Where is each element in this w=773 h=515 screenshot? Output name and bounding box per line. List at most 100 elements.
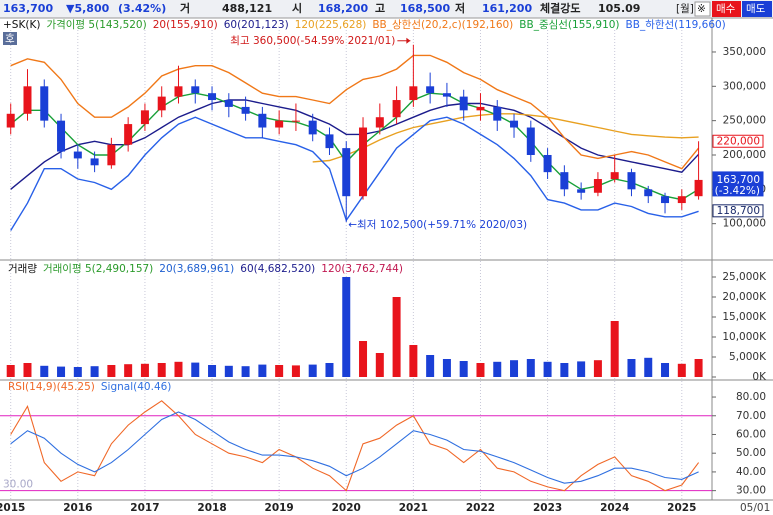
candle-body xyxy=(392,100,401,118)
volume-bar xyxy=(543,361,552,377)
candle-body xyxy=(57,120,66,152)
x-tick-label: 2024 xyxy=(600,502,629,514)
price-tag xyxy=(712,204,764,218)
candle-body xyxy=(258,113,267,128)
candle-body xyxy=(73,151,82,159)
candle-body xyxy=(23,86,32,114)
indicator-line xyxy=(10,54,700,170)
y-tick-label: 25,000K xyxy=(722,271,767,283)
volume-bar xyxy=(258,364,267,377)
y-tick-label: 50.00 xyxy=(736,447,766,459)
indicator-line xyxy=(10,400,700,492)
candle-body xyxy=(560,172,569,190)
candle-body xyxy=(694,179,703,197)
candle-body xyxy=(442,93,451,97)
volume-bar xyxy=(644,357,653,377)
volume-bar xyxy=(157,363,166,377)
volume-bar xyxy=(510,360,519,377)
volume-bar xyxy=(493,361,502,377)
volume-bar xyxy=(694,359,703,377)
price-tag-label: 163,700 xyxy=(717,174,760,186)
candle-body xyxy=(40,86,49,121)
x-tick-label: 2021 xyxy=(399,502,428,514)
candle-body xyxy=(124,124,133,145)
current-price: 163,700 xyxy=(3,2,53,15)
y-tick-label: 5,000K xyxy=(729,351,767,363)
sell-button-bg[interactable] xyxy=(742,1,772,17)
x-tick-label: 2016 xyxy=(63,502,92,514)
volume-bar xyxy=(459,361,468,377)
indicator-line xyxy=(312,113,699,163)
y-tick-label: 70.00 xyxy=(736,410,766,422)
x-tick-label: 2018 xyxy=(197,502,226,514)
candle-body xyxy=(409,86,418,101)
sell-button[interactable]: 매도 xyxy=(746,3,766,15)
legend-label: 거래이평 5(2,490,157) xyxy=(43,263,153,275)
strength-value: 105.09 xyxy=(598,2,640,15)
buy-button-bg[interactable] xyxy=(712,1,741,17)
candle-body xyxy=(140,110,149,125)
price-change: ▼5,800 xyxy=(66,2,110,15)
volume-bar xyxy=(342,277,351,377)
candle-body xyxy=(359,127,368,197)
y-tick-label: 200,000 xyxy=(723,149,766,161)
y-tick-label: 60.00 xyxy=(736,428,766,440)
volume-value: 488,121 xyxy=(222,2,272,15)
y-tick-label: 10,000K xyxy=(722,331,767,343)
candle-body xyxy=(191,86,200,94)
volume-bar xyxy=(291,365,300,377)
volume-bar xyxy=(308,364,317,377)
x-tick-label: 2022 xyxy=(466,502,495,514)
volume-bar xyxy=(442,359,451,377)
candle-body xyxy=(677,196,686,204)
y-tick-label: 0K xyxy=(752,371,767,383)
legend-entry: 120(225,628) xyxy=(295,19,367,31)
volume-bar xyxy=(325,363,334,377)
legend-label: 20(3,689,961) xyxy=(159,263,234,275)
candle-body xyxy=(208,93,217,101)
legend-entry: BB_상한선(20,2,c)(192,160) xyxy=(372,19,513,31)
y-tick-label: 30.00 xyxy=(736,485,766,497)
candle-body xyxy=(308,120,317,135)
volume-bar xyxy=(560,363,569,377)
option-button[interactable]: ※ xyxy=(697,3,706,15)
reference-label: 30.00 xyxy=(3,479,33,491)
indicator-line xyxy=(10,411,699,484)
candle-body xyxy=(510,120,519,128)
candle-body xyxy=(459,96,468,111)
price-change-pct: (3.42%) xyxy=(118,2,166,15)
candle-body xyxy=(275,120,284,128)
y-tick-label: 250,000 xyxy=(723,115,766,127)
volume-bar xyxy=(661,363,670,377)
panel-title: 거래량 xyxy=(8,263,37,275)
legend-label: 60(4,682,520) xyxy=(240,263,315,275)
candle-body xyxy=(526,127,535,155)
candle-body xyxy=(426,86,435,94)
candle-body xyxy=(543,154,552,173)
candle-body xyxy=(6,113,15,128)
strength-label: 체결강도 xyxy=(540,1,580,15)
volume-bar xyxy=(426,355,435,377)
candle-body xyxy=(627,172,636,190)
candle-body xyxy=(593,179,602,193)
option-button-bg[interactable] xyxy=(694,1,711,17)
volume-bar xyxy=(191,362,200,377)
volume-bar xyxy=(275,365,284,377)
candle-body xyxy=(476,106,485,111)
y-tick-label: 40.00 xyxy=(736,466,766,478)
candle-body xyxy=(644,189,653,197)
y-tick-label: 300,000 xyxy=(723,80,766,92)
low-value: 161,200 xyxy=(482,2,532,15)
buy-button[interactable]: 매수 xyxy=(716,3,736,15)
volume-bar xyxy=(375,353,384,377)
price-tag xyxy=(712,134,764,148)
indicator-line xyxy=(10,116,699,231)
candle-body xyxy=(493,106,502,121)
volume-bar xyxy=(610,321,619,377)
volume-bar xyxy=(140,363,149,377)
period-button[interactable]: [월] xyxy=(676,3,694,15)
volume-bar xyxy=(392,297,401,377)
badge-bg xyxy=(3,32,17,45)
high-value: 168,500 xyxy=(400,2,450,15)
